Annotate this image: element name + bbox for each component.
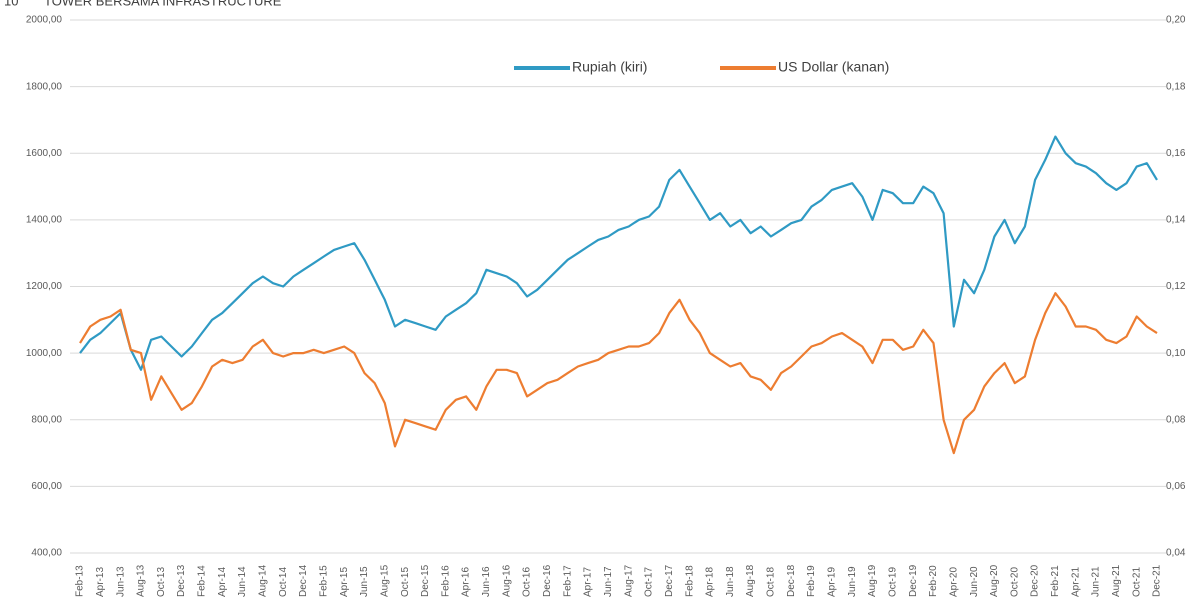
x-tick-label: Feb-15 [318, 565, 329, 597]
y2-tick-label: 0,04 [1166, 548, 1186, 559]
x-tick-label: Apr-14 [217, 567, 228, 597]
x-tick-label: Dec-13 [176, 564, 187, 597]
y2-tick-label: 0,18 [1166, 81, 1186, 92]
x-tick-label: Jun-16 [481, 566, 492, 597]
x-tick-label: Jun-20 [969, 566, 980, 597]
x-tick-label: Dec-16 [542, 564, 553, 597]
x-tick-label: Feb-20 [928, 565, 939, 597]
y-tick-label: 1600,00 [26, 148, 63, 159]
y-tick-label: 1000,00 [26, 348, 63, 359]
y-tick-label: 600,00 [31, 481, 62, 492]
x-tick-label: Jun-21 [1091, 566, 1102, 597]
x-tick-label: Apr-20 [948, 567, 959, 597]
x-tick-label: Oct-17 [644, 567, 655, 597]
series-line [79, 292, 1158, 455]
x-tick-label: Dec-21 [1152, 564, 1163, 597]
y-tick-label: 1800,00 [26, 81, 63, 92]
x-tick-label: Aug-19 [867, 564, 878, 597]
series-line [79, 135, 1158, 371]
x-tick-label: Dec-15 [420, 564, 431, 597]
x-tick-label: Jun-15 [359, 566, 370, 597]
y-tick-label: 1200,00 [26, 281, 63, 292]
x-tick-label: Feb-16 [440, 565, 451, 597]
y-tick-label: 2000,00 [26, 15, 63, 26]
x-tick-label: Dec-19 [908, 564, 919, 597]
x-tick-label: Apr-17 [583, 567, 594, 597]
x-tick-label: Feb-18 [684, 565, 695, 597]
x-tick-label: Aug-21 [1111, 564, 1122, 597]
x-tick-label: Feb-13 [75, 565, 86, 597]
x-tick-label: Oct-13 [156, 567, 167, 597]
y2-tick-label: 0,16 [1166, 148, 1186, 159]
x-tick-label: Feb-21 [1050, 565, 1061, 597]
x-tick-label: Feb-14 [197, 565, 208, 597]
page-number: 10 [4, 0, 18, 8]
x-tick-label: Apr-13 [95, 567, 106, 597]
legend-label: Rupiah (kiri) [572, 59, 647, 75]
legend-label: US Dollar (kanan) [778, 59, 889, 75]
x-tick-label: Aug-14 [258, 564, 269, 597]
x-tick-label: Jun-19 [847, 566, 858, 597]
y2-tick-label: 0,20 [1166, 15, 1186, 26]
x-tick-label: Oct-21 [1131, 567, 1142, 597]
y-tick-label: 800,00 [31, 414, 62, 425]
x-tick-label: Aug-15 [379, 564, 390, 597]
x-tick-label: Oct-18 [766, 567, 777, 597]
y2-tick-label: 0,10 [1166, 348, 1186, 359]
x-tick-label: Apr-21 [1070, 567, 1081, 597]
y2-tick-label: 0,14 [1166, 215, 1186, 226]
x-tick-label: Dec-18 [786, 564, 797, 597]
x-tick-label: Jun-14 [237, 566, 248, 597]
x-tick-label: Oct-19 [887, 567, 898, 597]
x-tick-label: Oct-20 [1009, 567, 1020, 597]
x-tick-label: Aug-16 [501, 564, 512, 597]
x-tick-label: Feb-19 [806, 565, 817, 597]
x-tick-label: Dec-14 [298, 564, 309, 597]
x-tick-label: Apr-19 [827, 567, 838, 597]
x-tick-label: Jun-13 [115, 566, 126, 597]
chart-title: TOWER BERSAMA INFRASTRUCTURE [44, 0, 282, 8]
x-tick-label: Apr-15 [339, 567, 350, 597]
x-tick-label: Oct-16 [522, 567, 533, 597]
y2-tick-label: 0,06 [1166, 481, 1186, 492]
x-tick-label: Apr-18 [705, 567, 716, 597]
y2-tick-label: 0,08 [1166, 414, 1186, 425]
x-tick-label: Apr-16 [461, 567, 472, 597]
y-tick-label: 400,00 [31, 548, 62, 559]
x-tick-label: Jun-17 [603, 566, 614, 597]
x-tick-label: Aug-20 [989, 564, 1000, 597]
x-tick-label: Aug-17 [623, 564, 634, 597]
y2-tick-label: 0,12 [1166, 281, 1186, 292]
x-tick-label: Oct-14 [278, 567, 289, 597]
x-tick-label: Aug-18 [745, 564, 756, 597]
x-tick-label: Jun-18 [725, 566, 736, 597]
x-tick-label: Dec-17 [664, 564, 675, 597]
x-tick-label: Oct-15 [400, 567, 411, 597]
x-tick-label: Aug-13 [136, 564, 147, 597]
x-tick-label: Feb-17 [562, 565, 573, 597]
y-tick-label: 1400,00 [26, 215, 63, 226]
x-tick-label: Dec-20 [1030, 564, 1041, 597]
